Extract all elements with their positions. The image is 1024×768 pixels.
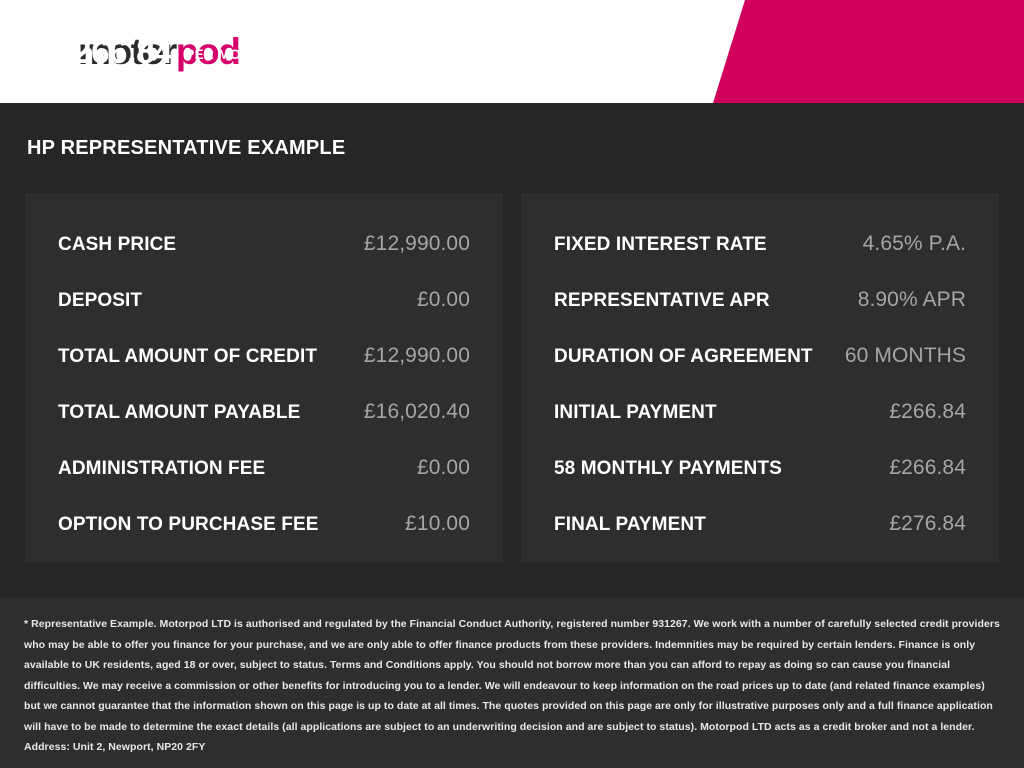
- row-label: 58 MONTHLY PAYMENTS: [554, 458, 782, 479]
- row-value: £12,990.00: [363, 232, 470, 255]
- monthly-price-amount: £266.84: [55, 32, 173, 70]
- finance-panel-right: FIXED INTEREST RATE 4.65% P.A. REPRESENT…: [521, 193, 999, 563]
- row-label: ADMINISTRATION FEE: [58, 458, 266, 479]
- row-label: OPTION TO PURCHASE FEE: [58, 514, 319, 535]
- row-value: £266.84: [889, 400, 966, 423]
- table-row: DEPOSIT £0.00: [58, 288, 470, 344]
- row-label: INITIAL PAYMENT: [554, 402, 717, 423]
- footer-disclaimer-section: * Representative Example. Motorpod LTD i…: [0, 597, 1024, 768]
- table-row: TOTAL AMOUNT OF CREDIT £12,990.00: [58, 344, 470, 400]
- row-value: £16,020.40: [363, 400, 470, 423]
- table-row: CASH PRICE £12,990.00: [58, 232, 470, 288]
- row-label: FIXED INTEREST RATE: [554, 234, 767, 255]
- row-label: CASH PRICE: [58, 234, 177, 255]
- row-value: 4.65% P.A.: [862, 232, 966, 255]
- row-value: 60 MONTHS: [844, 344, 966, 367]
- row-value: £10.00: [405, 512, 470, 535]
- row-value: £276.84: [889, 512, 966, 535]
- site-header: motorpod £266.84 PER MONTH*: [0, 0, 1024, 103]
- row-value: 8.90% APR: [857, 288, 966, 311]
- table-row: TOTAL AMOUNT PAYABLE £16,020.40: [58, 400, 470, 456]
- motorpod-logo[interactable]: motorpod: [78, 31, 241, 73]
- row-label: REPRESENTATIVE APR: [554, 290, 770, 311]
- finance-panel-left: CASH PRICE £12,990.00 DEPOSIT £0.00 TOTA…: [25, 193, 503, 563]
- monthly-price-unit: PER MONTH*: [185, 47, 276, 62]
- table-row: FINAL PAYMENT £276.84: [554, 512, 966, 568]
- table-row: REPRESENTATIVE APR 8.90% APR: [554, 288, 966, 344]
- finance-details-panels: CASH PRICE £12,990.00 DEPOSIT £0.00 TOTA…: [25, 193, 999, 563]
- logo-text-motor: motor: [78, 31, 177, 72]
- row-value: £0.00: [416, 288, 470, 311]
- table-row: OPTION TO PURCHASE FEE £10.00: [58, 512, 470, 568]
- row-label: FINAL PAYMENT: [554, 514, 706, 535]
- row-value: £266.84: [889, 456, 966, 479]
- table-row: DURATION OF AGREEMENT 60 MONTHS: [554, 344, 966, 400]
- disclaimer-text: * Representative Example. Motorpod LTD i…: [24, 618, 1000, 753]
- row-label: DURATION OF AGREEMENT: [554, 346, 813, 367]
- table-row: FIXED INTEREST RATE 4.65% P.A.: [554, 232, 966, 288]
- table-row: INITIAL PAYMENT £266.84: [554, 400, 966, 456]
- monthly-price-banner: [713, 0, 1024, 103]
- row-label: TOTAL AMOUNT PAYABLE: [58, 402, 301, 423]
- table-row: 58 MONTHLY PAYMENTS £266.84: [554, 456, 966, 512]
- row-label: TOTAL AMOUNT OF CREDIT: [58, 346, 318, 367]
- page-title: HP REPRESENTATIVE EXAMPLE: [27, 137, 346, 159]
- table-row: ADMINISTRATION FEE £0.00: [58, 456, 470, 512]
- logo-text-pod: pod: [175, 31, 241, 72]
- row-value: £12,990.00: [363, 344, 470, 367]
- row-value: £0.00: [416, 456, 470, 479]
- row-label: DEPOSIT: [58, 290, 143, 311]
- monthly-price-row: £266.84 PER MONTH*: [55, 0, 275, 103]
